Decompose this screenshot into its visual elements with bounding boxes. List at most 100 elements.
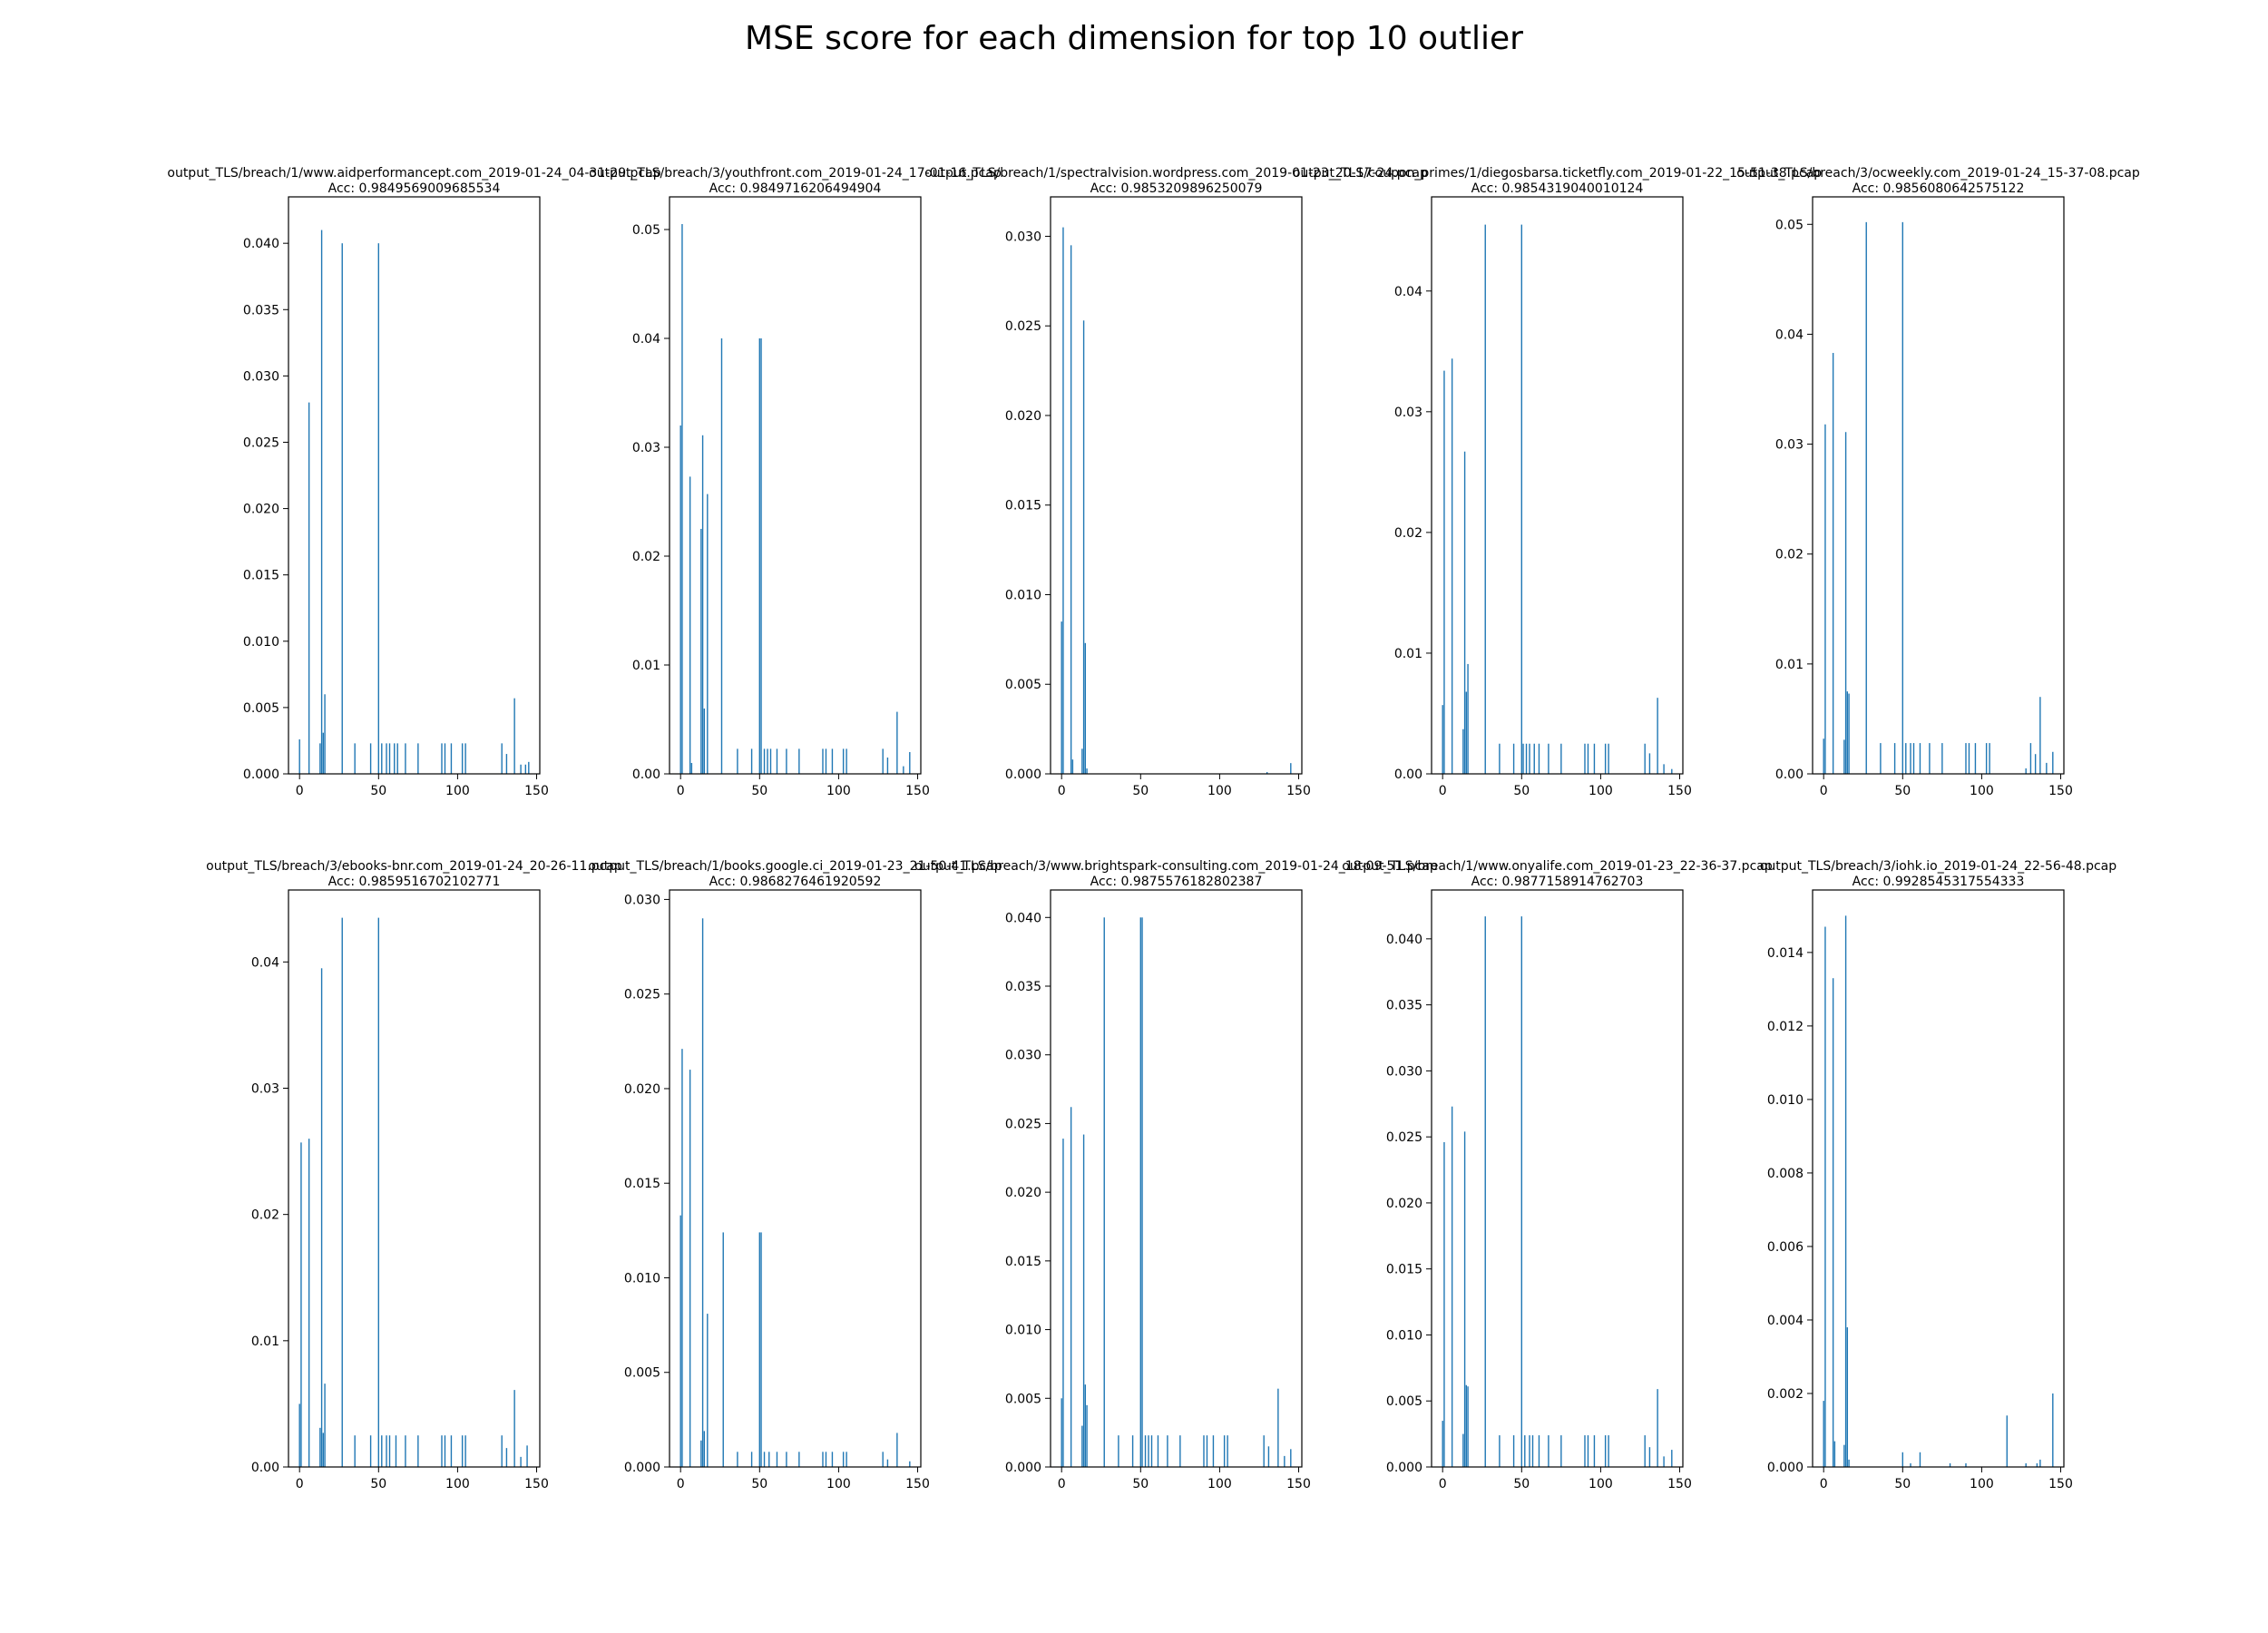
bar [520,764,522,774]
bar [354,743,356,774]
x-tick-label: 100 [445,784,470,798]
y-tick-label: 0.025 [1386,1130,1422,1145]
bar [1086,768,1088,774]
bar [1880,743,1882,774]
bar [341,243,343,774]
bar [1525,743,1528,774]
y-tick-label: 0.000 [1386,1461,1422,1475]
bar [505,754,508,774]
bar [1974,743,1977,774]
bar [1267,1446,1270,1467]
bar [703,1431,706,1467]
bar [1587,1435,1589,1467]
bar [1910,1462,1911,1467]
x-tick-label: 50 [1132,1477,1149,1491]
y-tick-label: 0.035 [1386,999,1422,1013]
bar [1484,916,1486,1467]
bar [528,761,530,774]
x-tick-label: 0 [296,784,304,798]
subplot-8: output_TLS/breach/3/www.brightspark-cons… [914,859,1438,1491]
y-tick-label: 0.010 [1005,588,1041,602]
x-tick-label: 0 [1439,784,1447,798]
y-tick-label: 0.010 [1005,1324,1041,1338]
bar [760,338,762,774]
x-tick-label: 150 [1667,1477,1692,1491]
bar [798,748,800,774]
x-tick-label: 50 [370,784,386,798]
bar [1499,1435,1501,1467]
y-tick-label: 0.030 [243,369,279,384]
bar [354,1435,356,1467]
bar [505,1448,508,1467]
x-tick-label: 0 [1058,1477,1066,1491]
bar [1848,1459,1850,1467]
x-tick-label: 150 [1286,784,1311,798]
y-tick-label: 0.020 [1005,409,1041,424]
bar [1086,1404,1088,1467]
bar [700,529,702,774]
y-tick-label: 0.035 [243,303,279,318]
bar [1644,743,1646,774]
subplot-title: output_TLS/breach/1/www.aidperformancept… [167,166,660,181]
bar [1844,915,1847,1467]
bar [1912,743,1915,774]
subplot-5: output_TLS/breach/3/ocweekly.com_2019-01… [1736,166,2140,798]
bar [896,711,898,774]
bar [300,1142,302,1467]
y-tick-label: 0.03 [632,441,660,455]
x-tick-label: 150 [2048,784,2073,798]
y-tick-label: 0.014 [1767,946,1804,961]
bar [763,1452,766,1467]
y-tick-label: 0.005 [624,1366,660,1381]
y-tick-label: 0.025 [624,988,660,1002]
x-tick-label: 50 [1894,1477,1911,1491]
bar [1560,743,1562,774]
y-tick-label: 0.01 [1394,647,1422,661]
subplot-4: output_TLS/coupon_primes/1/diegosbarsa.t… [1293,166,1822,798]
bar [369,743,372,774]
x-tick-label: 100 [1207,784,1232,798]
bar [2036,1462,2038,1467]
axes-frame [1431,196,1684,775]
bar [1584,743,1586,774]
bar [1141,917,1143,1467]
bar [1833,1441,1836,1467]
x-tick-label: 100 [1589,1477,1613,1491]
y-tick-label: 0.005 [1005,678,1041,692]
bar [707,494,709,774]
bar [298,1403,300,1467]
bar [381,1435,383,1467]
axes-frame [1431,889,1684,1468]
x-tick-label: 150 [2048,1477,2073,1491]
bar [1465,691,1468,774]
x-tick-label: 50 [751,1477,767,1491]
x-tick-label: 0 [677,784,685,798]
axes-frame [1050,889,1303,1468]
bar [1467,663,1469,774]
bar [1062,1139,1064,1467]
bar [1865,221,1867,774]
y-tick-label: 0.020 [1005,1186,1041,1200]
axes-frame [1050,196,1303,775]
bar [1531,1435,1534,1467]
bar [1084,642,1087,774]
bar [369,1435,372,1467]
bar [464,743,466,774]
bar [2052,751,2054,774]
subplot-accuracy: Acc: 0.9849569009685534 [328,181,501,196]
bar [1663,764,1665,774]
bar [1263,1435,1265,1467]
axes-frame [1812,196,2065,775]
axes-frame [288,889,541,1468]
y-tick-label: 0.000 [1767,1461,1804,1475]
bar [750,748,753,774]
bar [2039,697,2041,774]
bar [786,1452,787,1467]
y-tick-label: 0.01 [1775,658,1804,672]
y-tick-label: 0.005 [1005,1392,1041,1406]
bar [1538,743,1540,774]
y-tick-label: 0.015 [624,1177,660,1191]
subplot-accuracy: Acc: 0.9868276461920592 [709,875,882,889]
y-tick-label: 0.025 [1005,1117,1041,1131]
